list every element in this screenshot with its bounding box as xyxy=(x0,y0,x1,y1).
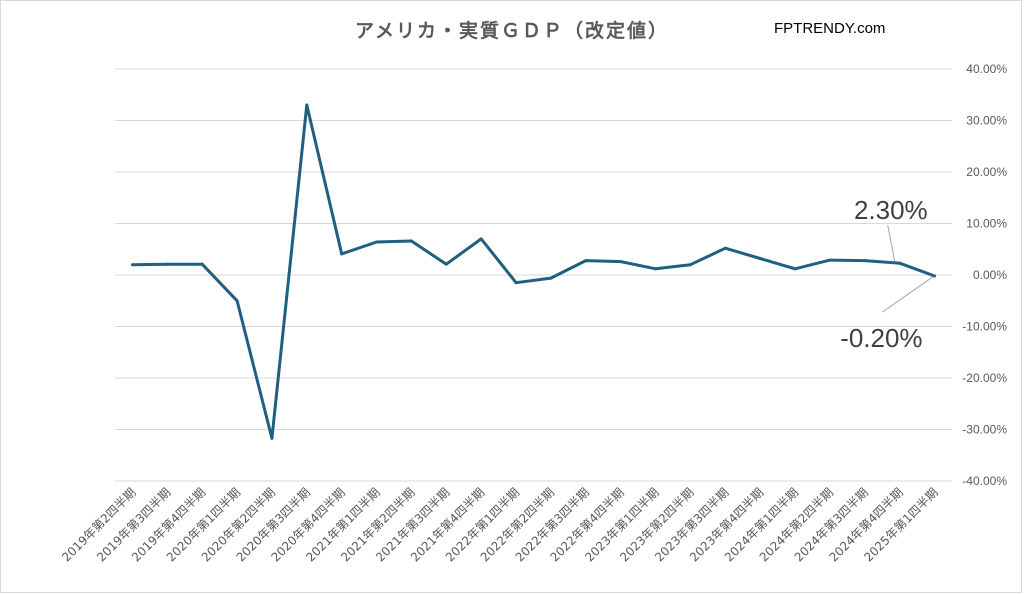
data-point xyxy=(375,240,379,244)
data-point xyxy=(584,259,588,263)
data-point xyxy=(863,259,867,263)
data-point xyxy=(549,276,553,280)
y-tick-label: 0.00% xyxy=(973,268,1007,282)
annotation-leader xyxy=(887,225,896,262)
data-point xyxy=(898,261,902,265)
y-tick-label: -40.00% xyxy=(962,474,1007,488)
data-point xyxy=(758,257,762,261)
y-tick-label: 40.00% xyxy=(966,62,1007,76)
chart-title: アメリカ・実質ＧＤＰ（改定値） xyxy=(354,20,670,42)
data-point xyxy=(828,258,832,262)
data-point xyxy=(200,262,204,266)
data-point xyxy=(479,237,483,241)
data-point xyxy=(305,103,309,107)
y-tick-label: 10.00% xyxy=(966,217,1007,231)
data-point xyxy=(933,274,937,278)
data-point xyxy=(340,252,344,256)
annotation-label: 2.30% xyxy=(854,195,928,225)
y-tick-label: 30.00% xyxy=(966,114,1007,128)
y-tick-label: -10.00% xyxy=(962,320,1007,334)
data-point xyxy=(235,299,239,303)
data-point xyxy=(793,267,797,271)
data-point xyxy=(270,436,274,440)
data-point xyxy=(409,239,413,243)
y-tick-label: -20.00% xyxy=(962,371,1007,385)
data-point xyxy=(688,263,692,267)
data-point xyxy=(130,263,134,267)
site-watermark: FPTRENDY.com xyxy=(774,20,886,37)
series-line xyxy=(132,103,936,440)
annotation-leader xyxy=(882,276,933,313)
data-point xyxy=(514,281,518,285)
data-point xyxy=(165,262,169,266)
data-point xyxy=(444,262,448,266)
data-point xyxy=(654,267,658,271)
y-tick-label: 20.00% xyxy=(966,165,1007,179)
data-point xyxy=(619,260,623,264)
annotation-label: -0.20% xyxy=(840,323,922,353)
data-point xyxy=(723,246,727,250)
y-tick-label: -30.00% xyxy=(962,423,1007,437)
